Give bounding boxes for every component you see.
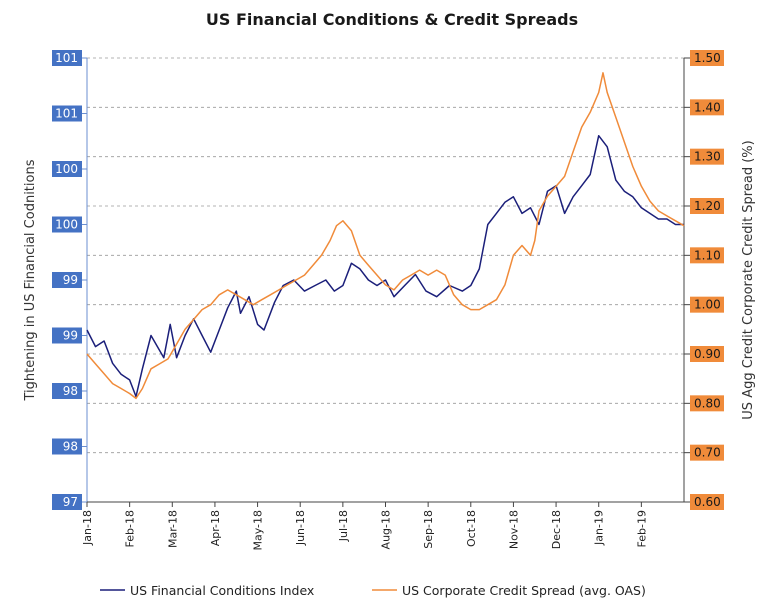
y-right-tick-label: 1.20: [694, 199, 721, 213]
y-right-tick-label: 0.60: [694, 495, 721, 509]
x-tick: Mar-18: [166, 502, 179, 548]
y-right-tick: 0.60: [684, 494, 724, 510]
x-tick: Nov-18: [507, 502, 520, 549]
x-tick: Feb-18: [124, 502, 137, 547]
x-tick-label: Jan-19: [593, 510, 606, 546]
y-right-tick-box: [690, 148, 724, 165]
y-left-tick-box: [52, 272, 82, 288]
y-right-tick-box: [690, 99, 724, 116]
x-tick-label: Oct-18: [465, 510, 478, 547]
y-right-tick-box: [690, 247, 724, 264]
y-right-tick: 1.50: [684, 50, 724, 66]
y-left-tick: 99: [52, 272, 87, 288]
y-right-tick: 1.10: [684, 247, 724, 264]
y-right-tick-box: [690, 296, 724, 313]
y-right-tick-label: 0.80: [694, 396, 721, 410]
x-tick-label: Jan-18: [81, 510, 94, 546]
y-left-tick-label: 101: [55, 107, 78, 121]
y-right-tick: 1.20: [684, 198, 724, 214]
y-right-tick-label: 0.70: [694, 446, 721, 460]
y-left-tick-box: [52, 216, 82, 233]
y-left-tick-label: 98: [63, 440, 78, 454]
x-tick-label: Sep-18: [422, 510, 435, 549]
chart-title: US Financial Conditions & Credit Spreads: [206, 10, 578, 29]
x-axis: Jan-18 Feb-18 Mar-18 Apr-18 May-18 Jun-18 Jul-…: [81, 502, 648, 551]
x-tick: Sep-18: [422, 502, 435, 549]
legend: US Financial Conditions Index US Corpora…: [100, 583, 646, 598]
x-tick-label: Nov-18: [507, 510, 520, 549]
series-lines: [86, 72, 685, 400]
y-right-tick-box: [690, 494, 724, 510]
y-right-tick-box: [690, 346, 724, 362]
y-right-tick-label: 1.30: [694, 150, 721, 164]
y-right-tick-label: 1.00: [694, 298, 721, 312]
x-tick-label: Mar-18: [166, 510, 179, 548]
x-tick: May-18: [252, 502, 265, 551]
x-tick: Oct-18: [465, 502, 478, 547]
y-left-tick-label: 99: [63, 329, 78, 343]
x-tick: Apr-18: [209, 502, 222, 546]
y-right-tick: 1.00: [684, 296, 724, 313]
y-right-tick: 0.90: [684, 346, 724, 362]
y-right-tick-box: [690, 198, 724, 214]
y-left-tick: 100: [52, 216, 87, 233]
y-left-tick-box: [52, 438, 82, 455]
y-right-tick: 1.30: [684, 148, 724, 165]
y-left-tick-label: 99: [63, 273, 78, 287]
y-left-tick-box: [52, 327, 82, 344]
series-line-fci: [86, 134, 684, 398]
y-right-tick-label: 1.10: [694, 248, 721, 262]
y-left-tick: 100: [52, 161, 87, 177]
x-tick-label: Apr-18: [209, 510, 222, 546]
y-left-tick-box: [52, 383, 82, 399]
x-tick-label: Feb-19: [635, 510, 648, 547]
y-left-label: Tightening in US Financial Codnitions: [23, 159, 38, 401]
x-tick-label: Jul-18: [337, 510, 350, 542]
y-left-tick-label: 101: [55, 51, 78, 65]
y-right-tick: 0.80: [684, 395, 724, 412]
y-left-tick-label: 100: [55, 218, 78, 232]
y-left-tick: 99: [52, 327, 87, 344]
y-right-tick-box: [690, 395, 724, 412]
y-right-tick-label: 0.90: [694, 347, 721, 361]
x-tick-label: Dec-18: [550, 510, 563, 549]
legend-label-fci: US Financial Conditions Index: [130, 583, 314, 598]
y-left-tick: 101: [52, 105, 87, 122]
x-tick: Jul-18: [337, 502, 350, 542]
y-left-tick: 98: [52, 438, 87, 455]
x-tick-label: Aug-18: [380, 510, 393, 549]
y-left-tick: 98: [52, 383, 87, 399]
y-right-tick-box: [690, 50, 724, 66]
x-tick: Aug-18: [380, 502, 393, 549]
y-right-tick-box: [690, 444, 724, 461]
x-tick: Jan-19: [593, 502, 606, 546]
y-left-tick-box: [52, 105, 82, 122]
y-left-tick-label: 100: [55, 162, 78, 176]
y-left-tick-box: [52, 161, 82, 177]
y-left-tick-label: 98: [63, 384, 78, 398]
y-right-tick-label: 1.50: [694, 51, 721, 65]
legend-label-oas: US Corporate Credit Spread (avg. OAS): [402, 583, 646, 598]
y-right-label: US Agg Credit Corporate Credit Spread (%…: [741, 140, 756, 419]
x-tick: Dec-18: [550, 502, 563, 549]
x-tick: Jan-18: [81, 502, 94, 546]
y-left-tick: 97: [52, 494, 87, 510]
x-tick-label: May-18: [252, 510, 265, 551]
y-right-tick: 1.40: [684, 99, 724, 116]
y-right-axis: 0.60 0.70 0.80 0.90 1.00 1.10 1.20 1.30 1.40 1.50: [684, 50, 724, 510]
series-line-oas: [86, 72, 685, 400]
y-left-tick-box: [52, 494, 82, 510]
y-right-tick: 0.70: [684, 444, 724, 461]
x-tick-label: Jun-18: [294, 510, 307, 546]
x-tick: Feb-19: [635, 502, 648, 547]
y-right-tick-label: 1.40: [694, 100, 721, 114]
y-left-tick: 101: [52, 50, 87, 66]
y-left-tick-box: [52, 50, 82, 66]
x-tick-label: Feb-18: [124, 510, 137, 547]
y-left-tick-label: 97: [63, 495, 78, 509]
y-left-axis: 97 98 98 99 99 100 100 101 101: [52, 50, 87, 510]
x-tick: Jun-18: [294, 502, 307, 546]
